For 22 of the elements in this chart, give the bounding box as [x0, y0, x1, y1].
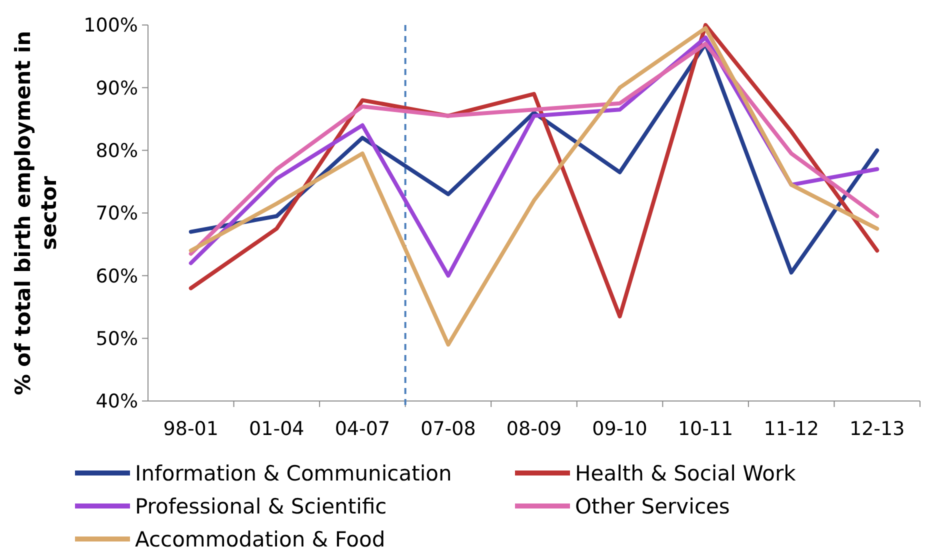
x-tick-label: 07-08	[420, 418, 476, 440]
y-tick-label: 90%	[96, 77, 138, 100]
y-tick-label: 60%	[96, 265, 138, 288]
x-tick-label: 04-07	[334, 418, 390, 440]
legend-label: Other Services	[575, 494, 730, 518]
legend-label: Information & Communication	[135, 461, 452, 486]
x-tick-label: 09-10	[592, 418, 648, 440]
y-tick-label: 70%	[96, 202, 138, 225]
x-tick-label: 12-13	[850, 418, 905, 440]
legend-label: Health & Social Work	[575, 461, 797, 486]
legend-label: Accommodation & Food	[135, 527, 386, 550]
y-axis-title: % of total birth employment in sector	[11, 30, 61, 396]
y-tick-label: 40%	[96, 390, 138, 413]
x-tick-label: 11-12	[764, 418, 819, 440]
x-tick-label: 01-04	[249, 418, 304, 440]
y-tick-label: 80%	[96, 140, 138, 162]
x-tick-label: 98-01	[163, 418, 218, 440]
legend-label: Professional & Scientific	[135, 494, 387, 518]
y-tick-label: 100%	[84, 14, 138, 37]
x-tick-label: 10-11	[678, 418, 734, 440]
y-tick-label: 50%	[96, 328, 138, 350]
x-tick-label: 08-09	[506, 418, 562, 440]
